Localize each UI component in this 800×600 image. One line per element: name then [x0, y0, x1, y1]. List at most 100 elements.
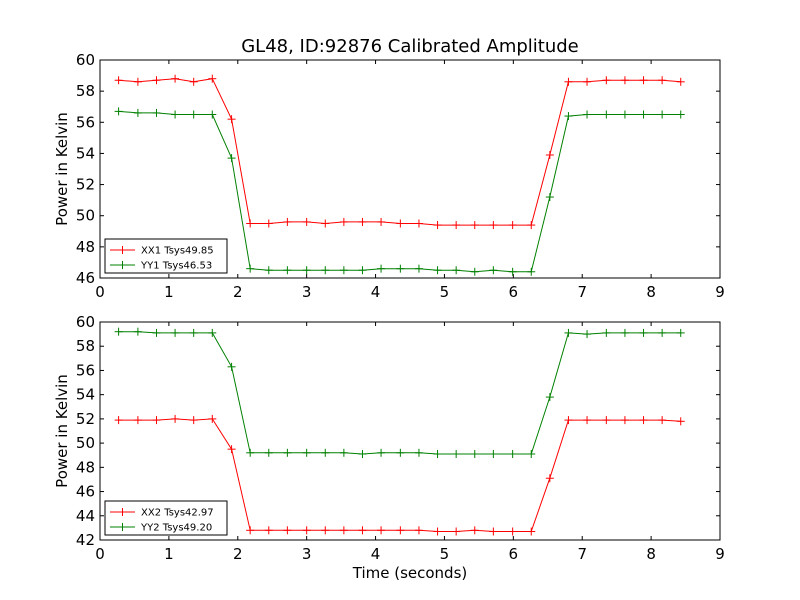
data-point	[676, 110, 685, 119]
data-point	[133, 327, 142, 336]
x-tick-label: 8	[646, 545, 656, 563]
x-tick-label: 9	[715, 545, 725, 563]
series-1	[114, 74, 685, 230]
data-point	[564, 77, 573, 86]
data-point	[208, 74, 217, 83]
y-tick-label: 46	[76, 483, 95, 501]
data-point	[658, 416, 667, 425]
data-point	[433, 221, 442, 230]
x-tick-label: 2	[233, 283, 243, 301]
data-point	[246, 219, 255, 228]
legend-box	[104, 500, 228, 536]
data-point	[227, 362, 236, 371]
x-tick-label: 9	[715, 283, 725, 301]
data-point	[527, 527, 536, 536]
data-point	[508, 527, 517, 536]
legend-entry: YY2 Tsys49.20	[110, 523, 212, 534]
y-tick-label: 58	[76, 337, 95, 355]
data-point	[189, 77, 198, 86]
x-axis-label: Time (seconds)	[352, 564, 468, 582]
data-point	[452, 527, 461, 536]
data-point	[339, 266, 348, 275]
y-tick-label: 52	[76, 410, 95, 428]
series-1	[114, 414, 685, 536]
data-point	[414, 219, 423, 228]
data-point	[489, 266, 498, 275]
x-tick-label: 5	[440, 283, 450, 301]
data-point	[227, 445, 236, 454]
data-point	[676, 77, 685, 86]
data-point	[302, 448, 311, 457]
data-point	[283, 526, 292, 535]
legend: XX1 Tsys49.85 YY1 Tsys46.53	[104, 238, 228, 274]
data-point	[133, 108, 142, 117]
data-point	[676, 328, 685, 337]
data-point	[377, 448, 386, 457]
data-point	[171, 74, 180, 83]
y-tick-label: 50	[76, 434, 95, 452]
data-point	[114, 76, 123, 85]
data-point	[676, 417, 685, 426]
data-point	[377, 264, 386, 273]
data-point	[396, 219, 405, 228]
y-tick-label: 48	[76, 458, 95, 476]
data-point	[227, 115, 236, 124]
data-point	[302, 526, 311, 535]
data-point	[508, 221, 517, 230]
data-point	[321, 526, 330, 535]
legend-label: YY2 Tsys49.20	[140, 523, 212, 534]
data-point	[302, 217, 311, 226]
data-point	[452, 450, 461, 459]
data-point	[321, 448, 330, 457]
legend-label: XX2 Tsys42.97	[141, 508, 214, 519]
data-point	[133, 416, 142, 425]
data-point	[114, 107, 123, 116]
data-point	[639, 76, 648, 85]
y-tick-label: 48	[76, 238, 95, 256]
x-tick-label: 3	[302, 545, 312, 563]
legend-label: YY1 Tsys46.53	[140, 261, 212, 272]
data-point	[639, 110, 648, 119]
data-point	[639, 416, 648, 425]
data-point	[358, 526, 367, 535]
data-point	[452, 221, 461, 230]
data-point	[602, 76, 611, 85]
data-point	[189, 110, 198, 119]
y-tick-label: 56	[76, 361, 95, 379]
data-point	[602, 110, 611, 119]
y-tick-label: 42	[76, 531, 95, 549]
data-point	[358, 450, 367, 459]
data-point	[339, 526, 348, 535]
data-point	[264, 448, 273, 457]
data-point	[452, 266, 461, 275]
data-point	[433, 450, 442, 459]
data-point	[339, 448, 348, 457]
y-tick-label: 60	[76, 51, 95, 69]
data-point	[639, 328, 648, 337]
data-point	[583, 416, 592, 425]
x-tick-label: 4	[371, 283, 381, 301]
data-point	[264, 526, 273, 535]
data-point	[152, 328, 161, 337]
data-point	[564, 328, 573, 337]
chart-title: GL48, ID:92876 Calibrated Amplitude	[241, 36, 579, 57]
data-point	[189, 328, 198, 337]
x-tick-label: 2	[233, 545, 243, 563]
x-tick-label: 3	[302, 283, 312, 301]
data-point	[433, 266, 442, 275]
x-tick-label: 4	[371, 545, 381, 563]
data-point	[583, 77, 592, 86]
x-tick-label: 6	[509, 283, 519, 301]
x-tick-label: 1	[164, 283, 174, 301]
data-point	[470, 526, 479, 535]
y-tick-label: 60	[76, 313, 95, 331]
data-point	[658, 110, 667, 119]
y-tick-label: 54	[76, 386, 95, 404]
data-point	[414, 448, 423, 457]
data-point	[246, 448, 255, 457]
data-point	[564, 416, 573, 425]
data-point	[114, 416, 123, 425]
legend-entry: XX2 Tsys42.97	[110, 508, 214, 519]
